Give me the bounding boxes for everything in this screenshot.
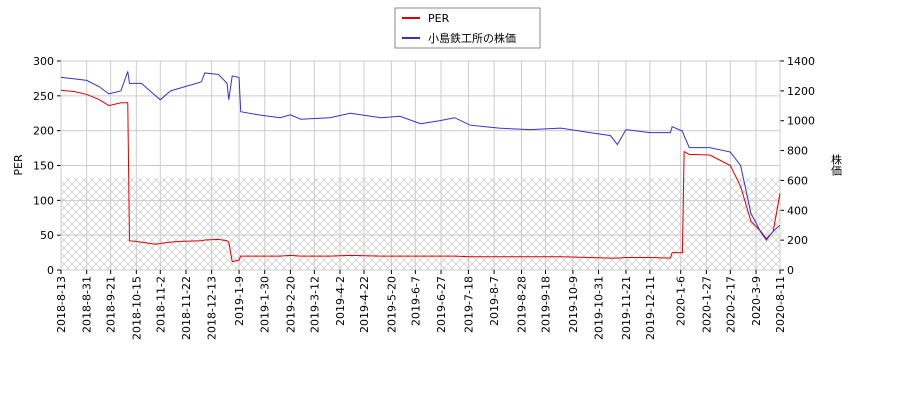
x-tick-label: 2019-7-18 [462,276,475,333]
x-tick-label: 2018-8-31 [81,276,94,333]
y2-tick-label: 1000 [787,115,815,128]
x-tick-label: 2019-4-2 [334,276,347,326]
y-tick-label: 300 [33,55,54,68]
x-tick-label: 2019-1-30 [259,276,272,333]
y-tick-label: 100 [33,194,54,207]
y2-tick-label: 1200 [787,85,815,98]
x-tick-label: 2020-1-6 [675,276,688,326]
y2-tick-label: 800 [787,145,808,158]
x-tick-label: 2018-8-13 [55,276,68,333]
y2-axis-label: 株価 [830,153,843,176]
x-tick-label: 2018-10-15 [130,276,143,340]
x-tick-label: 2019-9-18 [539,276,552,333]
y-tick-label: 250 [33,90,54,103]
x-tick-label: 2020-8-11 [774,276,787,333]
y-axis-label: PER [12,154,25,176]
y2-tick-label: 600 [787,174,808,187]
legend-box [394,7,541,49]
x-tick-label: 2019-5-20 [385,276,398,333]
x-tick-label: 2019-10-9 [567,276,580,333]
x-tick-label: 2019-8-28 [516,276,529,333]
x-tick-label: 2019-3-12 [308,276,321,333]
hatched-band [61,178,780,270]
x-tick-label: 2019-12-11 [644,276,657,340]
x-tick-label: 2018-9-21 [105,276,118,333]
y-tick-label: 0 [47,264,54,277]
x-tick-label: 2019-6-27 [435,276,448,333]
x-tick-label: 2019-2-20 [284,276,297,333]
x-tick-label: 2019-11-21 [620,276,633,340]
x-tick-label: 2019-1-9 [233,276,246,326]
x-tick-label: 2020-2-17 [724,276,737,333]
y2-tick-label: 400 [787,204,808,217]
x-tick-label: 2020-3-9 [750,276,763,326]
y-tick-label: 200 [33,125,54,138]
line-series [60,71,781,241]
x-tick-label: 2019-10-31 [593,276,606,340]
legend-label: 小島鉄工所の株価 [428,31,516,45]
y-tick-label: 50 [40,229,54,242]
legend-label: PER [428,12,450,25]
x-tick-label: 2020-1-27 [700,276,713,333]
x-tick-label: 2018-12-13 [206,276,219,340]
x-tick-label: 2018-11-22 [180,276,193,340]
y2-tick-label: 1400 [787,55,815,68]
x-tick-label: 2019-4-22 [358,276,371,333]
x-tick-label: 2019-6-7 [409,276,422,326]
y2-tick-label: 0 [787,264,794,277]
y2-tick-label: 200 [787,234,808,247]
x-tick-label: 2019-8-7 [488,276,501,326]
line-series [60,89,781,263]
x-tick-label: 2018-11-2 [154,276,167,333]
y-tick-label: 150 [33,160,54,173]
